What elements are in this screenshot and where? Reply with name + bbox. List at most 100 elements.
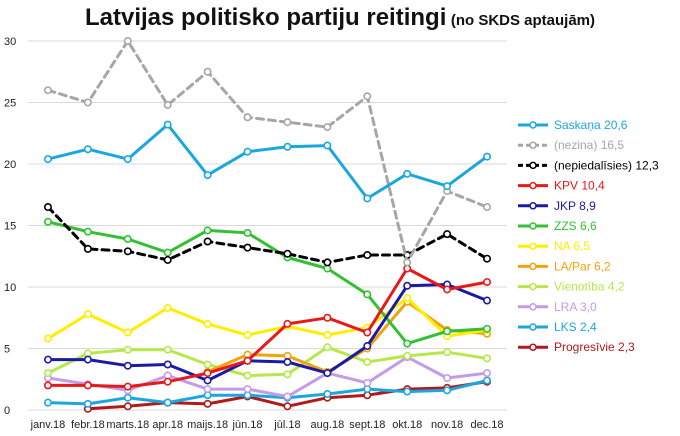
legend-item: ZZS 6,6 xyxy=(518,219,597,233)
x-tick-label: okt.18 xyxy=(392,419,422,431)
data-point xyxy=(283,370,292,379)
data-point xyxy=(243,371,252,380)
y-tick-label: 0 xyxy=(4,405,10,417)
data-point xyxy=(363,342,372,351)
data-point xyxy=(483,254,492,263)
data-point xyxy=(43,355,52,364)
y-tick-label: 20 xyxy=(4,159,16,171)
data-point xyxy=(283,142,292,151)
data-point xyxy=(203,226,212,235)
data-point xyxy=(443,285,452,294)
legend-item: Progresīvie 2,3 xyxy=(518,340,635,354)
data-point xyxy=(83,98,92,107)
series-line xyxy=(46,39,489,264)
data-point xyxy=(323,258,332,267)
data-point xyxy=(203,67,212,76)
x-tick-label: apr.18 xyxy=(152,419,183,431)
data-point xyxy=(323,390,332,399)
legend-label: Saskaņa 20,6 xyxy=(554,118,628,132)
data-point xyxy=(203,237,212,246)
legend-swatch-marker xyxy=(529,282,537,291)
data-point xyxy=(43,217,52,226)
data-point xyxy=(323,330,332,339)
data-point xyxy=(43,203,52,212)
data-point xyxy=(123,247,132,256)
data-point xyxy=(83,227,92,236)
data-point xyxy=(43,86,52,95)
data-point xyxy=(283,402,292,411)
legend-swatch-marker xyxy=(529,121,537,129)
legend-swatch-marker xyxy=(529,181,537,190)
series-vienotība xyxy=(43,343,492,380)
data-point xyxy=(443,386,452,395)
data-point xyxy=(163,303,172,312)
data-point xyxy=(123,382,132,391)
legend: Saskaņa 20,6 (nezina) 16,5 (nepiedalīsies)… xyxy=(518,118,659,354)
series-line xyxy=(46,267,489,389)
x-tick-label: jūn.18 xyxy=(232,419,263,431)
data-point xyxy=(323,141,332,150)
y-tick-label: 10 xyxy=(4,282,16,294)
data-point xyxy=(323,123,332,132)
legend-label: Vienotība 4,2 xyxy=(554,280,625,294)
x-tick-label: aug.18 xyxy=(311,419,345,431)
data-point xyxy=(323,313,332,322)
data-point xyxy=(203,319,212,328)
data-point xyxy=(483,152,492,161)
legend-label: Progresīvie 2,3 xyxy=(554,340,635,354)
series-line xyxy=(46,123,489,200)
data-point xyxy=(203,369,212,378)
data-point xyxy=(83,381,92,390)
data-point xyxy=(443,374,452,383)
data-point xyxy=(483,354,492,363)
y-tick-label: 15 xyxy=(4,221,16,233)
x-tick-label: maijs.18 xyxy=(187,419,228,431)
data-point xyxy=(363,194,372,203)
legend-swatch-marker xyxy=(529,161,537,170)
data-point xyxy=(243,243,252,252)
data-point xyxy=(483,203,492,212)
data-point xyxy=(123,36,132,45)
data-point xyxy=(163,248,172,257)
data-point xyxy=(403,169,412,178)
data-point xyxy=(243,385,252,394)
x-axis-ticks: janv.18 febr.18 marts.18 apr.18 maijs.18 jūn.… xyxy=(30,419,504,431)
data-point xyxy=(283,249,292,258)
chart-subtitle: (no SKDS aptaujām) xyxy=(450,12,596,29)
legend-swatch-marker xyxy=(529,303,537,311)
x-tick-label: marts.18 xyxy=(106,419,149,431)
data-point xyxy=(363,328,372,337)
legend-item: Saskaņa 20,6 xyxy=(518,118,628,132)
series-nepiedalīsies xyxy=(43,203,492,267)
data-point xyxy=(403,294,412,303)
series-line xyxy=(46,296,489,341)
data-point xyxy=(283,358,292,367)
data-point xyxy=(123,361,132,370)
series-lks xyxy=(43,376,492,408)
data-point xyxy=(123,328,132,337)
data-point xyxy=(363,290,372,299)
legend-swatch-marker xyxy=(529,202,537,210)
series-kpv xyxy=(43,264,492,391)
data-point xyxy=(203,376,212,385)
data-point xyxy=(403,339,412,348)
data-point xyxy=(123,402,132,411)
data-point xyxy=(203,171,212,180)
legend-item: (nepiedalīsies) 12,3 xyxy=(518,158,659,172)
data-point xyxy=(83,355,92,364)
data-point xyxy=(283,392,292,401)
series-line xyxy=(46,345,489,378)
data-point xyxy=(243,228,252,237)
series-na xyxy=(43,294,492,343)
series-jkp xyxy=(43,280,492,385)
data-point xyxy=(363,92,372,101)
data-point xyxy=(403,258,412,267)
series-lines xyxy=(43,36,492,413)
legend-item: LA/Par 6,2 xyxy=(518,259,611,273)
legend-item: Vienotība 4,2 xyxy=(518,280,625,294)
data-point xyxy=(43,398,52,407)
legend-item: LRA 3,0 xyxy=(518,300,597,314)
x-tick-label: jūl.18 xyxy=(273,419,300,431)
data-point xyxy=(83,145,92,154)
